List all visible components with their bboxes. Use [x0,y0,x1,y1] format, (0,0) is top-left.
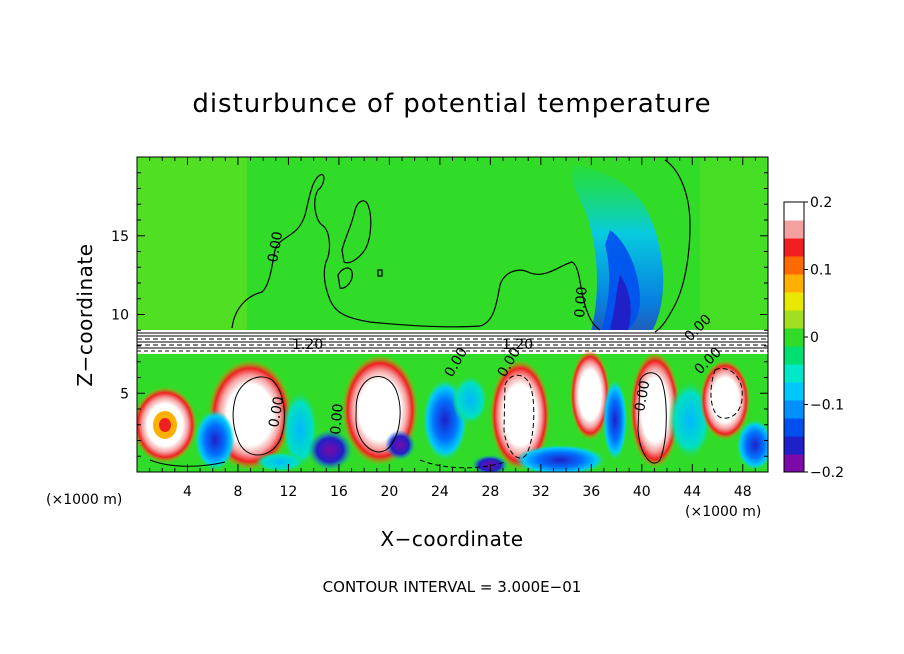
x-tick-label: 8 [233,484,242,500]
colorbar-swatch [784,256,804,275]
x-tick-label: 36 [582,484,600,500]
contour-label: 0.00 [265,230,286,263]
x-axis-title: X−coordinate [380,527,523,551]
colorbar-swatch [784,454,804,473]
colorbar [783,201,805,473]
x-axis-unit-right: (×1000 m) [685,504,761,520]
y-tick-label: 10 [111,308,129,324]
chart-title: disturbunce of potential temperature [192,89,711,119]
y-axis: 5 10 15 [111,172,768,457]
upper-field-band-right [700,157,768,332]
colorbar-swatch [784,382,804,401]
y-tick-label: 5 [120,386,129,402]
contour-label: 0.00 [572,286,591,318]
contour-label: 1.20 [292,337,323,353]
upper-field-band-left [137,157,247,332]
colorbar-swatch [784,310,804,329]
contour-interval-note: CONTOUR INTERVAL = 3.000E−01 [323,578,582,596]
colorbar-swatch [784,436,804,455]
x-tick-label: 24 [431,484,449,500]
x-tick-label: 12 [280,484,298,500]
colorbar-swatch [784,274,804,293]
x-tick-label: 28 [481,484,499,500]
colorbar-swatch [784,418,804,437]
y-tick-label: 15 [111,229,129,245]
y-axis-title: Z−coordinate [73,243,97,386]
x-tick-label: 16 [330,484,348,500]
colorbar-tick-label: 0.1 [810,263,832,279]
lower-field-patches [137,350,768,472]
colorbar-swatch [784,292,804,311]
colorbar-tick-label: −0.1 [810,398,844,414]
cold-plume-deep [610,275,631,330]
x-tick-label: 32 [532,484,550,500]
x-tick-label: 48 [734,484,752,500]
colorbar-tick-label: 0 [810,330,819,346]
upper-contours [231,159,691,333]
x-tick-label: 20 [380,484,398,500]
lower-contours [149,367,743,469]
colorbar-swatch [784,220,804,239]
plot-area: 0.00 0.00 0.00 0.00 0.00 0.00 0.00 0.00 … [137,157,768,472]
contour-label: 0.00 [266,395,287,428]
contour-label: 0.00 [632,379,653,412]
contour-label: 0.00 [328,403,347,435]
colorbar-swatch [784,364,804,383]
x-tick-label: 44 [683,484,701,500]
colorbar-swatch [784,400,804,419]
colorbar-tick-label: 0.2 [810,195,832,211]
x-tick-label: 40 [633,484,651,500]
x-axis: 4 8 12 16 20 24 28 32 36 40 44 48 [149,157,756,500]
colorbar-swatch [784,346,804,365]
colorbar-tick-label: −0.2 [810,465,844,481]
x-tick-label: 4 [183,484,192,500]
colorbar-swatch [784,202,804,221]
colorbar-swatch [784,328,804,347]
x-axis-unit-left: (×1000 m) [46,492,122,508]
colorbar-ticks: 0.2 0.1 0 −0.1 −0.2 [804,195,844,481]
stable-layer-lines [137,332,768,352]
colorbar-swatch [784,238,804,257]
contour-label: 1.20 [502,337,533,353]
